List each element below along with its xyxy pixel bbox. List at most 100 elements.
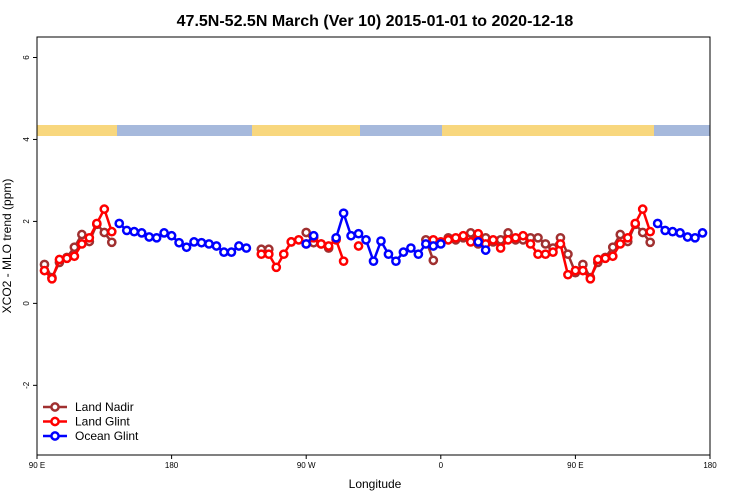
ocean-strip (37, 125, 710, 136)
data-point (353, 228, 364, 239)
data-point (331, 232, 341, 243)
data-point (189, 237, 199, 247)
data-point (136, 228, 147, 238)
data-point (353, 241, 364, 251)
data-point (450, 232, 461, 243)
data-point (114, 218, 125, 229)
data-point (495, 235, 506, 245)
legend-label: Land Glint (75, 415, 130, 429)
data-point (99, 227, 110, 238)
data-point (84, 232, 95, 243)
data-point (361, 235, 371, 245)
data-point (615, 229, 626, 240)
x-axis-label: Longitude (349, 477, 402, 491)
data-point (675, 228, 685, 238)
data-point (368, 256, 379, 267)
data-point (174, 237, 184, 248)
data-point (600, 253, 611, 264)
y-tick-label: 0 (22, 301, 31, 306)
data-point (338, 256, 349, 267)
data-point (196, 237, 207, 248)
data-point (570, 265, 581, 276)
data-point (488, 235, 498, 245)
data-point (204, 239, 214, 249)
data-point (555, 239, 566, 249)
data-point (286, 237, 297, 247)
data-point (234, 241, 244, 251)
data-point (548, 247, 558, 257)
data-point (346, 230, 356, 241)
data-point (241, 243, 252, 253)
data-point (510, 232, 521, 243)
x-tick-label: 180 (165, 461, 179, 470)
data-point (637, 204, 648, 214)
data-point (391, 256, 401, 267)
data-point (503, 235, 513, 245)
legend-label: Ocean Glint (75, 429, 139, 443)
chart-title: 47.5N-52.5N March (Ver 10) 2015-01-01 to… (177, 13, 574, 30)
x-tick-label: 90 W (297, 461, 316, 470)
data-point (106, 237, 117, 248)
data-point (256, 249, 267, 260)
data-point (211, 241, 222, 251)
legend-label: Land Nadir (75, 400, 134, 414)
data-point (69, 251, 80, 262)
data-point (540, 239, 551, 249)
x-tick-label: 0 (439, 461, 444, 470)
data-point (144, 232, 155, 242)
data-point (316, 239, 327, 249)
data-point (563, 249, 573, 260)
data-point (473, 237, 484, 247)
data-point (473, 228, 484, 239)
data-point (495, 243, 506, 253)
land-ocean-strip (37, 125, 710, 136)
data-point (428, 241, 439, 251)
data-point (533, 249, 543, 260)
data-point (376, 236, 386, 246)
legend-marker (50, 416, 60, 427)
data-point (121, 225, 132, 236)
data-point (406, 243, 416, 253)
data-point (99, 204, 110, 214)
data-point (338, 208, 349, 219)
x-tick-label: 90 E (29, 461, 45, 470)
data-point (682, 232, 693, 242)
data-point (637, 227, 648, 238)
data-point (166, 230, 177, 241)
data-point (151, 232, 162, 243)
data-point (219, 247, 229, 257)
data-point (129, 226, 140, 237)
legend-marker (50, 431, 60, 441)
data-point (630, 218, 641, 229)
land-strip (442, 125, 654, 136)
data-point (585, 273, 596, 284)
data-point (77, 239, 87, 249)
data-point (518, 230, 528, 241)
data-point (301, 239, 312, 249)
data-point (293, 235, 304, 245)
y-axis-label: XCO2 - MLO trend (ppm) (0, 179, 14, 314)
x-tick-label: 90 E (567, 461, 583, 470)
data-point (578, 265, 588, 276)
data-point (697, 228, 708, 238)
x-tick-label: 180 (703, 461, 717, 470)
data-point (458, 230, 469, 241)
data-point (592, 254, 603, 265)
data-point (271, 262, 282, 273)
data-point (69, 242, 80, 253)
data-point (645, 226, 656, 237)
data-point (159, 228, 169, 238)
data-point (435, 239, 446, 249)
data-point (607, 242, 618, 253)
data-point (308, 230, 319, 241)
y-tick-label: -2 (22, 381, 31, 389)
data-point (480, 245, 491, 255)
data-point (301, 227, 312, 238)
land-strip (252, 125, 360, 136)
y-tick-label: 6 (22, 55, 31, 60)
data-point (667, 226, 678, 237)
